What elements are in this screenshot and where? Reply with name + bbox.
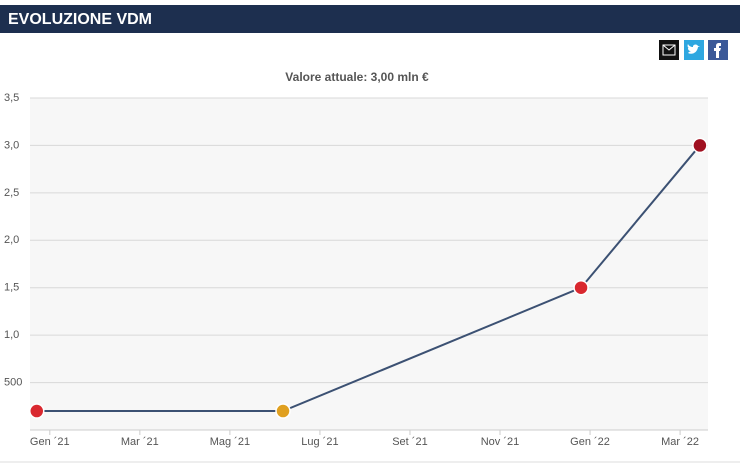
facebook-icon bbox=[714, 43, 721, 58]
y-tick-label: 3,5 bbox=[4, 92, 19, 104]
header-bar bbox=[0, 5, 740, 33]
y-tick-label: 2,0 bbox=[4, 234, 19, 246]
y-tick-label: 1,0 bbox=[4, 329, 19, 341]
chart-title: Valore attuale: 3,00 mln € bbox=[285, 70, 429, 84]
x-tick-label: Gen ´22 bbox=[570, 436, 610, 448]
x-tick-label: Set ´21 bbox=[392, 436, 427, 448]
club-marker bbox=[692, 137, 708, 154]
x-tick-label: Gen ´21 bbox=[30, 436, 70, 448]
x-tick-label: Nov ´21 bbox=[481, 436, 520, 448]
y-tick-label: 2,5 bbox=[4, 187, 19, 199]
x-tick-label: Lug ´21 bbox=[301, 436, 338, 448]
email-icon bbox=[662, 44, 676, 56]
club-marker bbox=[275, 403, 291, 419]
twitter-icon bbox=[687, 44, 700, 54]
club-marker bbox=[29, 403, 45, 419]
header-title: EVOLUZIONE VDM bbox=[8, 11, 152, 28]
x-tick-label: Mar ´22 bbox=[661, 436, 699, 448]
club-marker bbox=[573, 279, 589, 296]
plot-area bbox=[30, 98, 708, 430]
y-tick-label: 1,5 bbox=[4, 282, 19, 294]
value-line bbox=[36, 144, 701, 413]
y-tick-label: 500 bbox=[4, 376, 22, 388]
x-tick-label: Mag ´21 bbox=[210, 436, 250, 448]
y-tick-label: 3,0 bbox=[4, 139, 19, 151]
x-tick-label: Mar ´21 bbox=[121, 436, 159, 448]
